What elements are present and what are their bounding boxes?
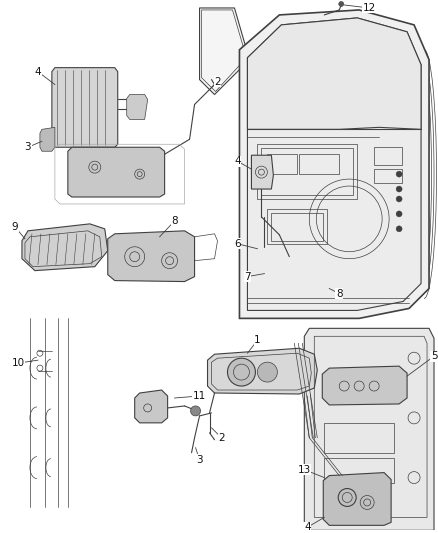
Polygon shape xyxy=(322,366,407,405)
Text: 1: 1 xyxy=(254,335,261,345)
Circle shape xyxy=(396,196,402,202)
Circle shape xyxy=(258,362,277,382)
Text: 10: 10 xyxy=(11,358,25,368)
Text: 5: 5 xyxy=(431,351,437,361)
Circle shape xyxy=(396,226,402,232)
Text: 2: 2 xyxy=(214,77,221,86)
Polygon shape xyxy=(240,10,429,318)
Circle shape xyxy=(227,358,255,386)
Circle shape xyxy=(396,186,402,192)
Text: 4: 4 xyxy=(304,522,311,532)
Text: 13: 13 xyxy=(298,465,311,474)
Text: 2: 2 xyxy=(218,433,225,443)
Circle shape xyxy=(396,211,402,217)
Bar xyxy=(267,209,327,244)
Text: 9: 9 xyxy=(12,222,18,232)
Bar xyxy=(324,458,394,482)
Text: 7: 7 xyxy=(244,272,251,281)
Polygon shape xyxy=(22,224,108,271)
Circle shape xyxy=(191,406,201,416)
Polygon shape xyxy=(247,18,421,310)
Polygon shape xyxy=(68,147,165,197)
Text: 12: 12 xyxy=(363,3,376,13)
Bar xyxy=(374,169,402,183)
Text: 6: 6 xyxy=(234,239,241,249)
Polygon shape xyxy=(251,155,273,189)
Text: 4: 4 xyxy=(35,67,41,77)
Polygon shape xyxy=(304,328,434,530)
Circle shape xyxy=(339,2,344,6)
Bar xyxy=(272,213,323,241)
Polygon shape xyxy=(323,473,391,526)
Text: 8: 8 xyxy=(171,216,178,226)
Bar xyxy=(261,148,353,195)
Text: 3: 3 xyxy=(25,142,31,152)
Bar xyxy=(324,423,394,453)
Polygon shape xyxy=(127,94,148,119)
Text: 4: 4 xyxy=(234,156,241,166)
Text: 3: 3 xyxy=(196,455,203,465)
Text: 8: 8 xyxy=(336,288,343,298)
Polygon shape xyxy=(135,390,168,423)
Polygon shape xyxy=(247,18,421,130)
Polygon shape xyxy=(52,68,118,147)
Circle shape xyxy=(396,171,402,177)
Polygon shape xyxy=(200,8,249,94)
Text: 11: 11 xyxy=(193,391,206,401)
Bar xyxy=(258,144,357,199)
Bar xyxy=(299,154,339,174)
Polygon shape xyxy=(108,231,194,281)
Bar xyxy=(374,147,402,165)
Polygon shape xyxy=(208,348,317,394)
Bar xyxy=(267,154,297,174)
Polygon shape xyxy=(40,127,55,151)
